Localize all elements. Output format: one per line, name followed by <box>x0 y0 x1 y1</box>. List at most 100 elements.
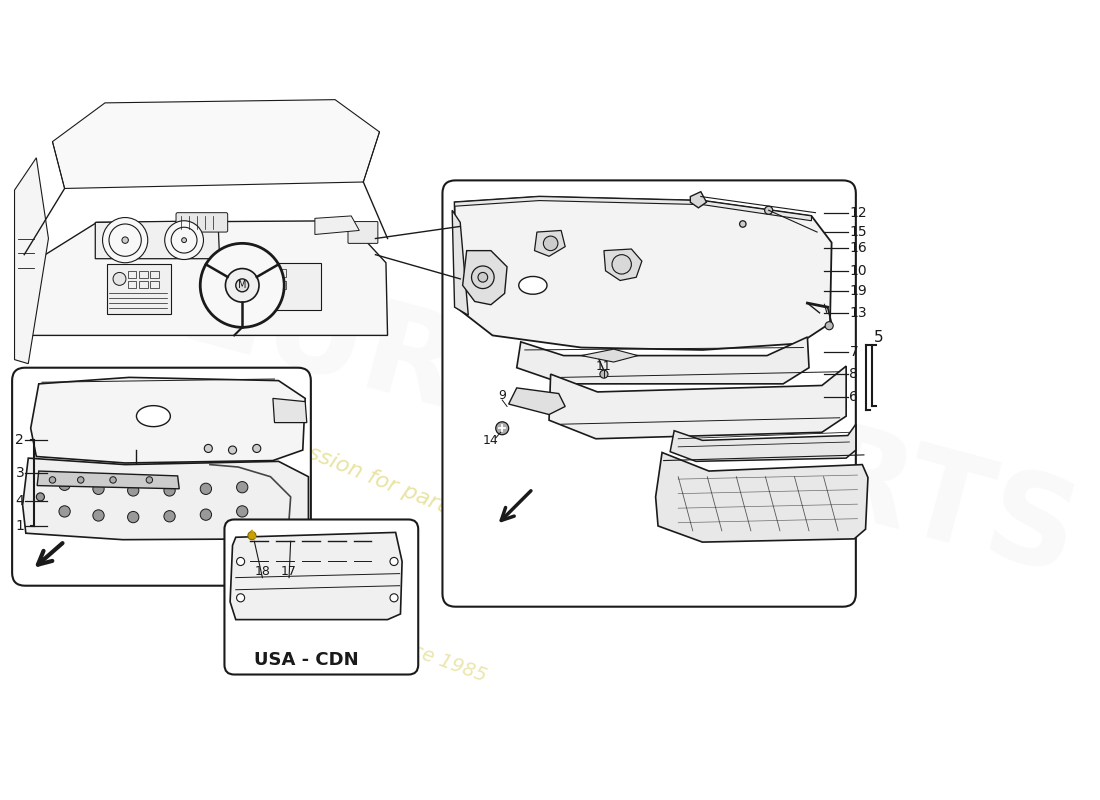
Circle shape <box>600 370 608 378</box>
Text: 2: 2 <box>15 434 24 447</box>
Polygon shape <box>96 221 220 258</box>
FancyBboxPatch shape <box>224 519 418 674</box>
Circle shape <box>102 218 147 262</box>
Circle shape <box>390 594 398 602</box>
Polygon shape <box>454 197 832 350</box>
Polygon shape <box>604 249 642 281</box>
Polygon shape <box>517 337 808 384</box>
Bar <box>275 281 286 289</box>
Circle shape <box>236 482 248 493</box>
Ellipse shape <box>136 406 170 426</box>
Circle shape <box>59 479 70 490</box>
Text: 8: 8 <box>849 367 858 381</box>
Polygon shape <box>31 378 305 463</box>
Circle shape <box>59 506 70 517</box>
Circle shape <box>825 322 833 330</box>
Polygon shape <box>549 366 846 438</box>
Circle shape <box>543 236 558 250</box>
Circle shape <box>236 558 244 566</box>
Circle shape <box>36 493 44 501</box>
Text: a passion for parts since 1985: a passion for parts since 1985 <box>261 425 580 569</box>
Polygon shape <box>23 458 308 540</box>
Circle shape <box>205 445 212 453</box>
Text: 15: 15 <box>849 225 867 239</box>
FancyBboxPatch shape <box>256 262 321 310</box>
Polygon shape <box>230 533 403 620</box>
Bar <box>151 281 160 288</box>
FancyBboxPatch shape <box>348 222 378 243</box>
Circle shape <box>146 477 153 483</box>
Circle shape <box>164 485 175 496</box>
Polygon shape <box>273 398 307 422</box>
Circle shape <box>229 446 236 454</box>
Text: 18: 18 <box>254 566 271 578</box>
Polygon shape <box>656 453 868 542</box>
Polygon shape <box>670 424 856 462</box>
Bar <box>128 271 136 278</box>
Bar <box>260 281 272 289</box>
Circle shape <box>472 266 494 289</box>
Bar <box>260 270 272 278</box>
Polygon shape <box>691 192 706 208</box>
FancyBboxPatch shape <box>12 368 311 586</box>
Polygon shape <box>508 388 565 414</box>
Text: 5: 5 <box>873 330 883 346</box>
Circle shape <box>226 269 258 302</box>
Text: 19: 19 <box>849 284 867 298</box>
Circle shape <box>92 483 104 494</box>
Circle shape <box>236 594 244 602</box>
FancyBboxPatch shape <box>442 180 856 606</box>
Polygon shape <box>37 471 179 489</box>
FancyBboxPatch shape <box>176 213 228 232</box>
Ellipse shape <box>519 277 547 294</box>
Text: 14: 14 <box>483 434 498 447</box>
Text: 3: 3 <box>15 466 24 480</box>
Circle shape <box>164 510 175 522</box>
Circle shape <box>739 221 746 227</box>
Text: USA - CDN: USA - CDN <box>254 651 359 669</box>
Text: 11: 11 <box>596 359 612 373</box>
Text: EUROSPARTS: EUROSPARTS <box>168 246 1091 602</box>
Text: a passion for parts since 1985: a passion for parts since 1985 <box>206 566 488 686</box>
Circle shape <box>110 477 117 483</box>
Polygon shape <box>454 197 812 221</box>
Circle shape <box>77 477 84 483</box>
Text: 17: 17 <box>282 566 297 578</box>
Circle shape <box>236 506 248 517</box>
Text: 1: 1 <box>15 519 24 533</box>
Polygon shape <box>14 158 48 364</box>
Circle shape <box>390 558 398 566</box>
Circle shape <box>200 243 284 327</box>
Text: 7: 7 <box>849 345 858 358</box>
Polygon shape <box>463 250 507 305</box>
Circle shape <box>200 483 211 494</box>
Text: 10: 10 <box>849 264 867 278</box>
Circle shape <box>253 445 261 453</box>
Circle shape <box>496 422 508 434</box>
Circle shape <box>182 238 187 242</box>
Circle shape <box>248 532 256 540</box>
Text: 9: 9 <box>498 390 506 402</box>
Bar <box>139 281 147 288</box>
Circle shape <box>764 206 772 214</box>
Circle shape <box>200 509 211 520</box>
Circle shape <box>128 485 139 496</box>
Circle shape <box>128 511 139 522</box>
Polygon shape <box>581 349 638 362</box>
Polygon shape <box>20 221 387 335</box>
Bar <box>139 271 147 278</box>
Circle shape <box>612 254 631 274</box>
Text: 13: 13 <box>849 306 867 320</box>
Polygon shape <box>315 216 360 234</box>
Circle shape <box>478 273 487 282</box>
Text: a passion for parts since 1985: a passion for parts since 1985 <box>89 518 348 637</box>
Bar <box>128 281 136 288</box>
Text: 16: 16 <box>849 242 867 255</box>
Text: M: M <box>238 280 246 290</box>
Circle shape <box>165 221 204 259</box>
Circle shape <box>113 273 127 286</box>
Polygon shape <box>535 230 565 256</box>
Circle shape <box>92 510 104 521</box>
Bar <box>151 271 160 278</box>
FancyBboxPatch shape <box>107 264 172 314</box>
